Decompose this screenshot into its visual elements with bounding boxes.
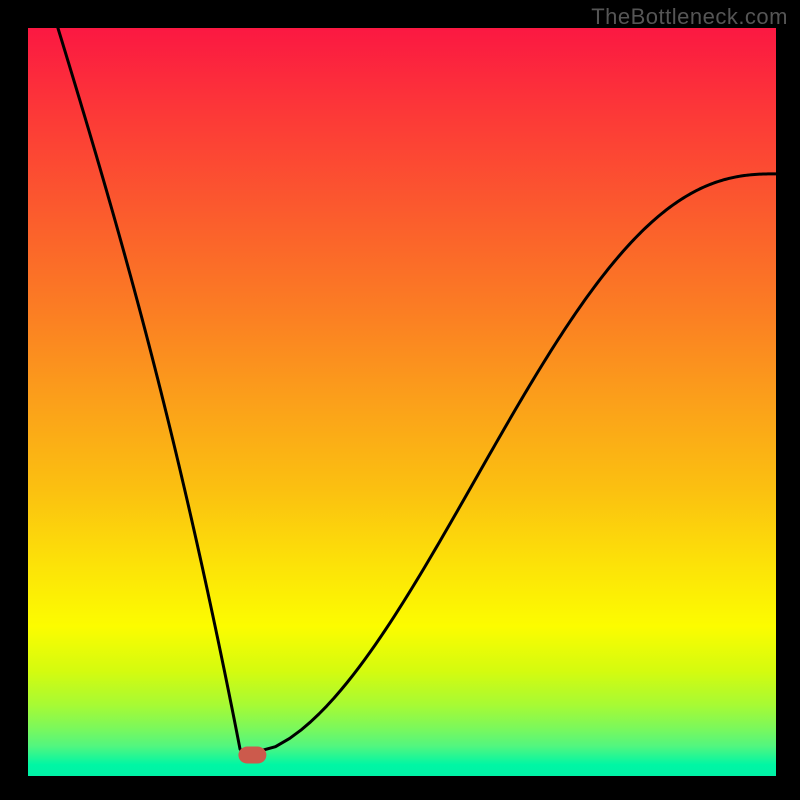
optimum-marker bbox=[238, 747, 266, 764]
chart-background bbox=[28, 28, 776, 776]
chart-plot-area bbox=[28, 28, 776, 776]
watermark-text: TheBottleneck.com bbox=[591, 4, 788, 30]
